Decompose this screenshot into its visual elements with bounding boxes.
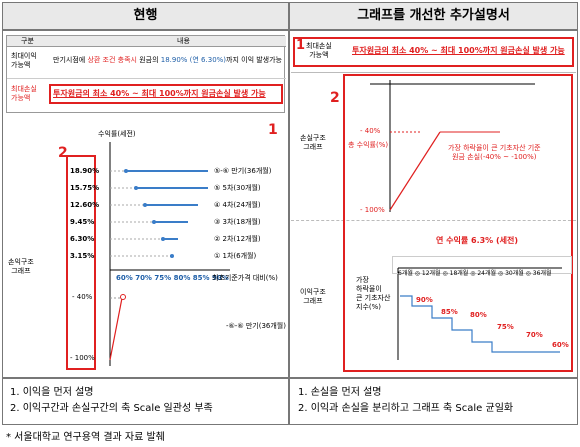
right-row1-text: 투자원금의 최소 40% ~ 최대 100%까지 원금손실 발생 가능 <box>352 46 565 55</box>
period-label: ② 2차(12개월) <box>214 235 261 243</box>
period-label: ④ 4차(24개월) <box>214 201 261 209</box>
left-xlabel: 최초기준가격 대비(%) <box>212 274 278 282</box>
right-loss-top: - 40% <box>360 127 381 135</box>
right-note-1: 1. 손실을 먼저 설명 <box>298 387 382 398</box>
right-profit-title: 연 수익률 6.3% (세전) <box>436 236 519 245</box>
rate-label: 9.45% <box>70 218 95 226</box>
left-note-2: 2. 이익구간과 손실구간의 축 Scale 일관성 부족 <box>10 403 213 414</box>
period-label: ⑤-⑥ 만기(36개월) <box>214 167 272 175</box>
step-label: 70% <box>526 331 543 339</box>
step-label: 90% <box>416 296 433 304</box>
marker-2-right: 2 <box>330 90 340 106</box>
left-row-point <box>152 220 156 224</box>
left-loss-label: -⑥-⑥ 만기(36개월) <box>226 322 286 330</box>
rate-label: 12.60% <box>70 201 100 209</box>
left-loss-line <box>109 297 123 361</box>
right-periods: 6개월 ◎ 12개월 ◎ 18개월 ◎ 24개월 ◎ 30개월 ◎ 36개월 <box>398 270 552 277</box>
right-loss-ylabel: 총 수익률(%) <box>348 141 389 149</box>
panel-improved <box>289 30 578 378</box>
loss-row-text: 투자원금의 최소 40% ~ 최대 100%까지 원금손실 발생 가능 <box>53 89 266 98</box>
left-row-point <box>134 186 138 190</box>
left-chart <box>109 142 230 366</box>
left-x-ticks: 60% 70% 75% 80% 85% 90% <box>116 274 229 282</box>
panel-current <box>2 30 289 378</box>
step-label: 60% <box>552 341 569 349</box>
left-note-1: 1. 이익을 먼저 설명 <box>10 387 94 398</box>
right-notes-box <box>289 378 578 425</box>
right-step-line <box>400 295 560 353</box>
header-current: 현행 <box>2 2 289 30</box>
period-label: ① 1차(6개월) <box>214 252 257 260</box>
profit-text-e: 까지 이익 발생가능 <box>226 56 283 64</box>
right-graph-highlight <box>343 74 573 372</box>
rate-label: 6.30% <box>70 235 95 243</box>
left-row-point <box>170 254 174 258</box>
left-row-point <box>143 203 147 207</box>
table-header-row: 구분 내용 <box>7 36 286 47</box>
right-loss-line <box>389 131 441 211</box>
col-header-content: 내용 <box>177 37 190 45</box>
left-axis-highlight <box>66 155 96 370</box>
left-loss-top: - 40% <box>72 293 93 301</box>
left-row-point <box>124 169 128 173</box>
header-current-text: 현행 <box>133 8 158 23</box>
left-loss-bottom: - 100% <box>70 354 95 362</box>
header-improved-text: 그래프를 개선한 추가설명서 <box>357 8 510 23</box>
marker-1-right: 1 <box>296 38 306 53</box>
step-label: 85% <box>441 308 458 316</box>
marker-1-left: 1 <box>268 122 278 138</box>
period-label: ⑤ 5차(30개월) <box>214 184 261 192</box>
profit-text-c: 원금의 <box>136 56 161 64</box>
left-notes-box <box>2 378 289 425</box>
right-loss-row-highlight <box>293 37 574 67</box>
right-loss-side-label: 손실구조 그래프 <box>300 134 326 151</box>
profit-text-a: 만기시점에 <box>53 56 88 64</box>
loss-row-highlight <box>49 84 283 104</box>
rate-label: 15.75% <box>70 184 100 192</box>
right-profit-ylabel: 가장 하락율이 큰 기초자산 지수(%) <box>356 276 391 311</box>
left-ylabel: 수익률(세전) <box>98 130 136 138</box>
marker-2-left: 2 <box>58 145 68 161</box>
footnote: * 서울대학교 연구용역 결과 자료 발췌 <box>6 432 165 443</box>
left-table: 구분 내용 최대이익 가능액 만기시점에 상환 조건 충족시 원금의 18.90… <box>6 35 286 113</box>
profit-row-text: 만기시점에 상환 조건 충족시 원금의 18.90% (연 6.30%)까지 이… <box>53 56 285 65</box>
right-loss-annotation: 가장 하락율이 큰 기초자산 기준 원금 손실(-40% ~ -100%) <box>448 144 541 161</box>
loss-row-label: 최대손실 가능액 <box>11 85 37 102</box>
right-row1-label: 최대손실 가능액 <box>306 42 332 59</box>
left-loss-point <box>120 294 126 300</box>
rate-label: 18.90% <box>70 167 100 175</box>
right-note-2: 2. 이익과 손실을 분리하고 그래프 축 Scale 균일화 <box>298 403 514 414</box>
header-improved: 그래프를 개선한 추가설명서 <box>289 2 578 30</box>
right-loss-bottom: - 100% <box>360 206 385 214</box>
profit-row-label: 최대이익 가능액 <box>11 52 37 69</box>
profit-text-b: 상환 조건 충족시 <box>87 56 137 64</box>
rate-label: 3.15% <box>70 252 95 260</box>
profit-text-d: 18.90% (연 6.30%) <box>160 56 227 64</box>
period-label: ③ 3차(18개월) <box>214 218 261 226</box>
right-profit-side-label: 이익구조 그래프 <box>300 288 326 305</box>
left-row-point <box>161 237 165 241</box>
right-charts <box>370 80 562 360</box>
step-label: 80% <box>470 311 487 319</box>
step-label: 75% <box>497 323 514 331</box>
col-header-type: 구분 <box>21 37 34 45</box>
left-side-label: 손익구조 그래프 <box>8 258 34 275</box>
